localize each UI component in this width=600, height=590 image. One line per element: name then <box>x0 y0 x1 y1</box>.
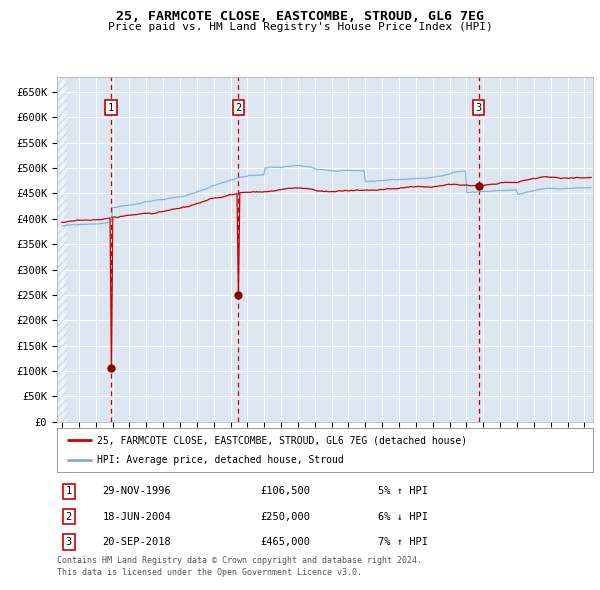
Text: £106,500: £106,500 <box>260 487 311 496</box>
Text: 6% ↓ HPI: 6% ↓ HPI <box>379 512 428 522</box>
Text: 5% ↑ HPI: 5% ↑ HPI <box>379 487 428 496</box>
Text: 2: 2 <box>235 103 241 113</box>
Text: Price paid vs. HM Land Registry's House Price Index (HPI): Price paid vs. HM Land Registry's House … <box>107 22 493 32</box>
Text: 3: 3 <box>475 103 482 113</box>
Text: 1: 1 <box>65 487 72 496</box>
Text: 29-NOV-1996: 29-NOV-1996 <box>103 487 171 496</box>
Text: 25, FARMCOTE CLOSE, EASTCOMBE, STROUD, GL6 7EG (detached house): 25, FARMCOTE CLOSE, EASTCOMBE, STROUD, G… <box>97 435 467 445</box>
Polygon shape <box>57 77 67 422</box>
Text: 18-JUN-2004: 18-JUN-2004 <box>103 512 171 522</box>
Text: 1: 1 <box>108 103 114 113</box>
Text: £465,000: £465,000 <box>260 537 311 547</box>
Text: 2: 2 <box>65 512 72 522</box>
Text: 3: 3 <box>65 537 72 547</box>
Text: £250,000: £250,000 <box>260 512 311 522</box>
Text: Contains HM Land Registry data © Crown copyright and database right 2024.: Contains HM Land Registry data © Crown c… <box>57 556 422 565</box>
Text: 25, FARMCOTE CLOSE, EASTCOMBE, STROUD, GL6 7EG: 25, FARMCOTE CLOSE, EASTCOMBE, STROUD, G… <box>116 10 484 23</box>
Text: HPI: Average price, detached house, Stroud: HPI: Average price, detached house, Stro… <box>97 455 344 464</box>
Text: This data is licensed under the Open Government Licence v3.0.: This data is licensed under the Open Gov… <box>57 568 362 576</box>
Text: 7% ↑ HPI: 7% ↑ HPI <box>379 537 428 547</box>
Text: 20-SEP-2018: 20-SEP-2018 <box>103 537 171 547</box>
